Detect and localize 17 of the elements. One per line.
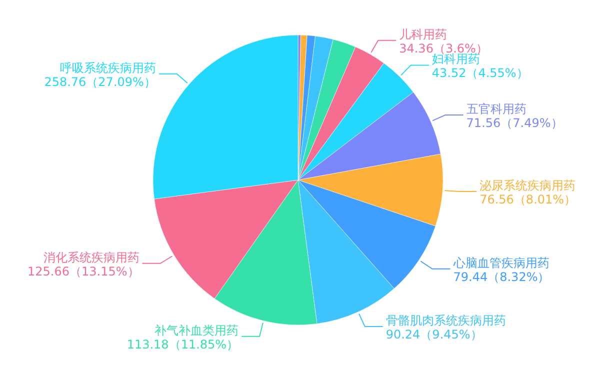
data-label: 113.18（11.85%）: [126, 337, 239, 352]
data-label: 90.24（9.45%）: [386, 327, 482, 342]
slice-label: 妇科用药: [432, 52, 480, 66]
slice-label: 消化系统疾病用药: [43, 250, 140, 264]
data-label: 43.52（4.55%）: [432, 66, 528, 80]
slice-label: 心脑血管疾病用药: [452, 256, 550, 270]
slice-label: 五官科用药: [466, 102, 526, 116]
data-label: 71.56（7.49%）: [466, 116, 563, 130]
data-label: 258.76（27.09%）: [44, 74, 156, 89]
slice-label: 呼吸系统疾病用药: [60, 60, 156, 75]
slice-label: 儿科用药: [399, 27, 448, 42]
data-label: 125.66（13.15%）: [28, 264, 140, 278]
slice-label: 骨骼肌肉系统疾病用药: [386, 313, 506, 328]
data-label: 76.56（8.01%）: [480, 192, 576, 207]
data-label: 79.44（8.32%）: [453, 270, 550, 284]
slice-label: 泌尿系统疾病用药: [480, 178, 576, 193]
slice-label: 补气补血类用药: [154, 323, 239, 338]
